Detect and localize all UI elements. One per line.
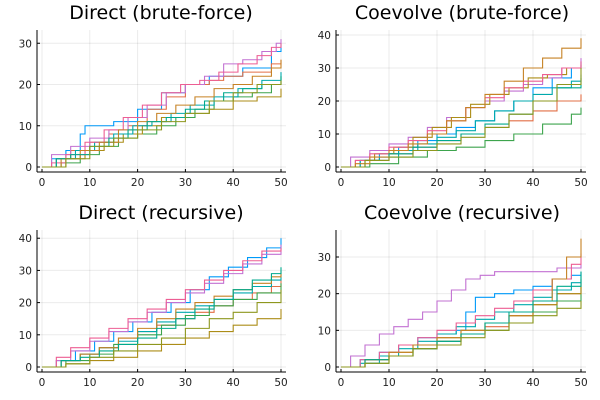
series-line-6 (42, 273, 282, 368)
series-line-7 (42, 43, 282, 168)
x-tick-label: 30 (478, 377, 491, 389)
x-tick-label: 0 (338, 377, 345, 389)
x-tick-label: 10 (83, 377, 96, 389)
subplot-title: Direct (brute-force) (69, 2, 253, 24)
x-tick-label: 40 (227, 377, 240, 389)
y-tick-label: 30 (19, 265, 32, 277)
series-line-3 (341, 107, 582, 168)
series-line-7 (341, 61, 582, 168)
subplot-coevolve-recursive: Coevolve (recursive) 0 10 20 30 40 50 0 10 20 30 (318, 202, 588, 389)
x-tick-label: 0 (39, 177, 46, 189)
x-tick-label: 40 (526, 177, 539, 189)
x-tick-label: 0 (39, 377, 46, 389)
series-line-9 (42, 267, 282, 368)
x-tick-label: 10 (382, 377, 395, 389)
series-line-1 (341, 61, 582, 168)
subplot-direct-recursive: Direct (recursive) 0 10 20 30 40 50 0 10 20 30 40 (19, 202, 288, 389)
y-tick-label: 0 (324, 162, 331, 174)
x-tick-label: 50 (274, 177, 287, 189)
x-tick-label: 0 (338, 177, 345, 189)
series-line-10 (42, 80, 282, 168)
x-tick-label: 50 (574, 177, 587, 189)
series-line-7 (341, 253, 582, 368)
y-tick-label: 30 (318, 63, 331, 75)
subplot-coevolve-brute-force: Coevolve (brute-force) 0 10 20 30 40 50 0 10 20 3… (318, 2, 588, 189)
series-line-4 (341, 264, 582, 368)
y-tick-label: 20 (19, 298, 32, 310)
series-line-6 (341, 275, 582, 368)
series-line-8 (42, 59, 282, 168)
x-tick-label: 30 (478, 177, 491, 189)
series-line-8 (341, 238, 582, 368)
series-line-2 (341, 282, 582, 368)
y-tick-label: 20 (318, 96, 331, 108)
x-tick-label: 40 (227, 177, 240, 189)
y-tick-label: 10 (318, 129, 331, 141)
y-tick-label: 0 (25, 362, 32, 374)
y-tick-label: 0 (25, 162, 32, 174)
y-tick-label: 10 (19, 330, 32, 342)
series-line-1 (341, 271, 582, 368)
series-line-7 (42, 247, 282, 368)
subplot-title: Coevolve (brute-force) (355, 2, 569, 24)
series-line-8 (341, 38, 582, 168)
x-tick-label: 20 (430, 177, 443, 189)
y-tick-label: 30 (318, 252, 331, 264)
series-line-10 (341, 68, 582, 168)
y-tick-label: 10 (318, 325, 331, 337)
series-line-8 (42, 270, 282, 368)
x-tick-label: 20 (131, 177, 144, 189)
x-tick-label: 50 (274, 377, 287, 389)
x-tick-label: 10 (83, 177, 96, 189)
y-tick-label: 40 (19, 233, 32, 245)
x-tick-label: 20 (430, 377, 443, 389)
y-tick-label: 10 (19, 121, 32, 133)
subplot-direct-brute-force: Direct (brute-force) 0 10 20 30 40 50 0 10 20 30 (19, 2, 288, 189)
subplot-title: Coevolve (recursive) (364, 202, 560, 224)
subplot-title: Direct (recursive) (78, 202, 243, 224)
y-tick-label: 40 (318, 30, 331, 42)
y-tick-label: 0 (324, 362, 331, 374)
x-tick-label: 40 (526, 377, 539, 389)
y-tick-label: 20 (19, 80, 32, 92)
x-tick-label: 10 (382, 177, 395, 189)
x-tick-label: 20 (131, 377, 144, 389)
x-tick-label: 30 (179, 377, 192, 389)
series-line-10 (341, 301, 582, 368)
y-tick-label: 20 (318, 289, 331, 301)
series-line-10 (42, 289, 282, 368)
x-tick-label: 50 (574, 377, 587, 389)
x-tick-label: 30 (179, 177, 192, 189)
series-line-5 (341, 64, 582, 168)
y-tick-label: 30 (19, 38, 32, 50)
series-line-1 (42, 43, 282, 168)
